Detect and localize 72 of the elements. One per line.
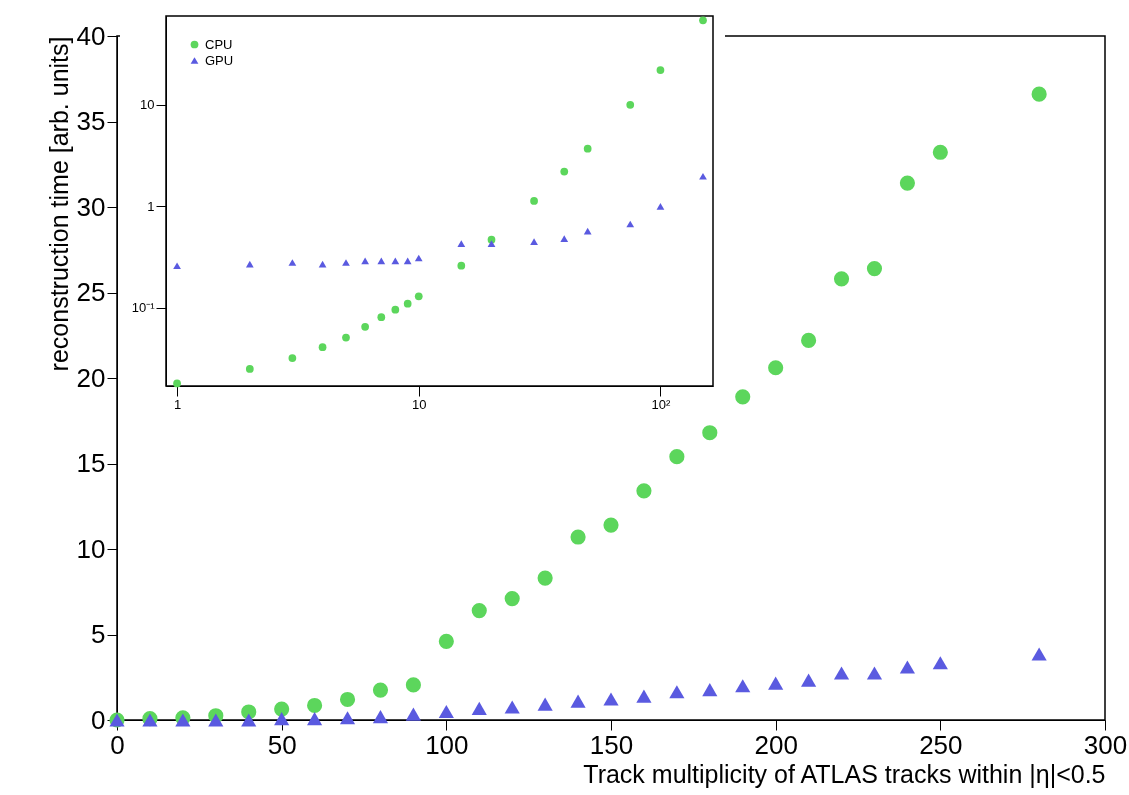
- point: [307, 697, 323, 714]
- point: [372, 682, 389, 698]
- point: [833, 666, 850, 680]
- point: [932, 144, 948, 160]
- point: [932, 656, 948, 670]
- point: [899, 660, 915, 674]
- point: [669, 685, 685, 699]
- point: [504, 700, 520, 714]
- legend-label: CPU: [205, 36, 233, 52]
- point: [669, 449, 685, 465]
- x-tick-label: 250: [919, 729, 963, 760]
- y-tick-label: 30: [76, 191, 106, 222]
- point: [801, 673, 817, 687]
- x-tick-label: 10: [412, 396, 427, 412]
- point: [471, 701, 487, 715]
- point: [274, 701, 290, 717]
- point: [768, 676, 784, 690]
- point: [1031, 647, 1047, 661]
- point: [801, 332, 817, 348]
- point: [405, 707, 421, 721]
- point: [735, 679, 751, 693]
- x-tick-label: 10²: [651, 396, 671, 412]
- point: [241, 713, 257, 727]
- point: [636, 689, 652, 703]
- y-tick-label: 40: [76, 20, 106, 51]
- point: [866, 666, 883, 680]
- legend-label: GPU: [205, 52, 234, 68]
- x-tick-label: 200: [754, 729, 798, 760]
- point: [537, 570, 553, 586]
- point: [471, 602, 487, 619]
- point: [274, 712, 290, 726]
- y-tick-label: 20: [76, 362, 106, 393]
- x-tick-label: 100: [425, 729, 469, 760]
- point: [702, 425, 718, 441]
- point: [768, 360, 784, 376]
- point: [372, 710, 389, 724]
- point: [570, 694, 586, 708]
- y-tick-label: 10⁻¹: [131, 300, 156, 316]
- point: [636, 483, 652, 499]
- y-tick-label: 0: [91, 704, 106, 735]
- x-axis-title: Track multiplicity of ATLAS tracks within |η|<0.5: [583, 759, 1106, 788]
- point: [702, 683, 718, 697]
- point: [735, 389, 751, 405]
- point: [208, 713, 224, 727]
- y-tick-label: 5: [91, 619, 106, 649]
- point: [339, 691, 356, 708]
- point: [537, 697, 553, 711]
- point: [1031, 86, 1047, 102]
- y-tick-label: 10: [76, 533, 106, 564]
- point: [438, 633, 454, 649]
- y-tick-label: 15: [76, 448, 106, 478]
- y-tick-label: 25: [76, 277, 106, 307]
- point: [866, 260, 883, 277]
- point: [899, 175, 915, 191]
- point: [603, 517, 619, 533]
- point: [504, 591, 520, 607]
- x-tick-label: 0: [110, 729, 125, 760]
- point: [833, 271, 850, 287]
- point: [603, 692, 619, 706]
- y-tick-label: 10: [140, 97, 155, 113]
- point: [438, 704, 454, 719]
- point: [570, 529, 586, 545]
- point: [405, 677, 421, 693]
- point: [307, 712, 323, 726]
- y-tick-label: 35: [76, 106, 106, 136]
- y-tick-label: 1: [147, 198, 155, 214]
- x-tick-label: 300: [1083, 729, 1128, 760]
- y-axis-title: reconstruction time [arb. units]: [44, 36, 73, 372]
- x-tick-label: 50: [267, 729, 297, 760]
- x-tick-label: 150: [589, 729, 634, 760]
- x-tick-label: 1: [173, 396, 182, 412]
- point: [339, 711, 356, 725]
